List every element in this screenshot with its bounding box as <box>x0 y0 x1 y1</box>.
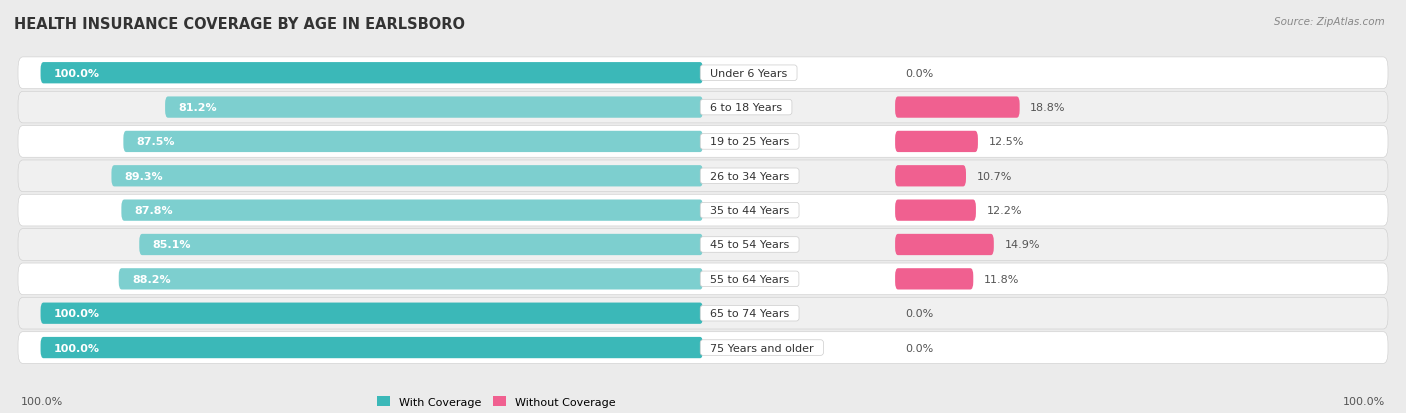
FancyBboxPatch shape <box>896 166 966 187</box>
Text: Under 6 Years: Under 6 Years <box>703 69 794 78</box>
Text: 100.0%: 100.0% <box>53 69 100 78</box>
FancyBboxPatch shape <box>896 268 973 290</box>
FancyBboxPatch shape <box>18 126 1388 158</box>
Text: 12.5%: 12.5% <box>988 137 1024 147</box>
FancyBboxPatch shape <box>18 229 1388 261</box>
Text: 11.8%: 11.8% <box>984 274 1019 284</box>
Text: 88.2%: 88.2% <box>132 274 170 284</box>
FancyBboxPatch shape <box>896 97 1019 119</box>
Text: Source: ZipAtlas.com: Source: ZipAtlas.com <box>1274 17 1385 26</box>
Text: 55 to 64 Years: 55 to 64 Years <box>703 274 796 284</box>
Text: 75 Years and older: 75 Years and older <box>703 343 821 353</box>
Text: 89.3%: 89.3% <box>125 171 163 181</box>
Text: 10.7%: 10.7% <box>977 171 1012 181</box>
FancyBboxPatch shape <box>896 131 979 153</box>
Text: 0.0%: 0.0% <box>905 309 934 318</box>
Text: 0.0%: 0.0% <box>905 343 934 353</box>
FancyBboxPatch shape <box>41 303 703 324</box>
Text: 65 to 74 Years: 65 to 74 Years <box>703 309 796 318</box>
Text: 26 to 34 Years: 26 to 34 Years <box>703 171 796 181</box>
Text: 85.1%: 85.1% <box>152 240 191 250</box>
FancyBboxPatch shape <box>18 161 1388 192</box>
FancyBboxPatch shape <box>118 268 703 290</box>
Text: 100.0%: 100.0% <box>53 309 100 318</box>
Text: 100.0%: 100.0% <box>21 396 63 406</box>
Text: 87.8%: 87.8% <box>135 206 173 216</box>
FancyBboxPatch shape <box>18 298 1388 329</box>
Text: 12.2%: 12.2% <box>987 206 1022 216</box>
Text: 100.0%: 100.0% <box>1343 396 1385 406</box>
FancyBboxPatch shape <box>165 97 703 119</box>
FancyBboxPatch shape <box>111 166 703 187</box>
FancyBboxPatch shape <box>18 92 1388 123</box>
Text: 6 to 18 Years: 6 to 18 Years <box>703 103 789 113</box>
Text: 19 to 25 Years: 19 to 25 Years <box>703 137 796 147</box>
Text: HEALTH INSURANCE COVERAGE BY AGE IN EARLSBORO: HEALTH INSURANCE COVERAGE BY AGE IN EARL… <box>14 17 465 31</box>
FancyBboxPatch shape <box>41 337 703 358</box>
Text: 100.0%: 100.0% <box>53 343 100 353</box>
FancyBboxPatch shape <box>18 263 1388 295</box>
FancyBboxPatch shape <box>41 63 703 84</box>
Text: 18.8%: 18.8% <box>1031 103 1066 113</box>
Text: 14.9%: 14.9% <box>1004 240 1040 250</box>
FancyBboxPatch shape <box>121 200 703 221</box>
FancyBboxPatch shape <box>139 234 703 256</box>
FancyBboxPatch shape <box>124 131 703 153</box>
Text: 0.0%: 0.0% <box>905 69 934 78</box>
FancyBboxPatch shape <box>896 234 994 256</box>
FancyBboxPatch shape <box>18 195 1388 226</box>
Text: 45 to 54 Years: 45 to 54 Years <box>703 240 796 250</box>
Text: 35 to 44 Years: 35 to 44 Years <box>703 206 796 216</box>
FancyBboxPatch shape <box>896 200 976 221</box>
Text: 87.5%: 87.5% <box>136 137 176 147</box>
FancyBboxPatch shape <box>18 332 1388 363</box>
Legend: With Coverage, Without Coverage: With Coverage, Without Coverage <box>373 392 620 411</box>
FancyBboxPatch shape <box>18 58 1388 89</box>
Text: 81.2%: 81.2% <box>179 103 217 113</box>
